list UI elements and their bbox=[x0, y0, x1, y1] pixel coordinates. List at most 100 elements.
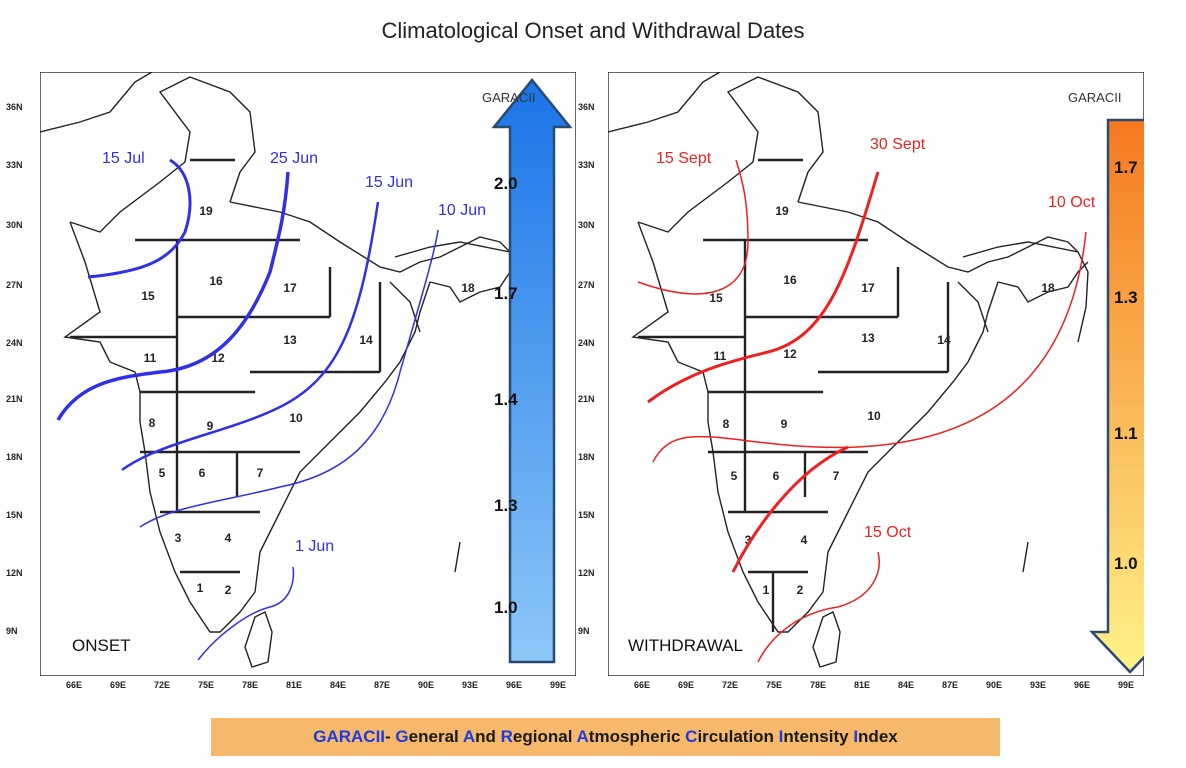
region-number: 2 bbox=[225, 583, 232, 597]
region-number: 14 bbox=[937, 333, 951, 347]
longitude-tick: 72E bbox=[153, 680, 170, 690]
latitude-tick: 9N bbox=[578, 626, 590, 636]
scale-value: 1.0 bbox=[1114, 554, 1138, 573]
latitude-tick: 18N bbox=[578, 452, 595, 462]
longitude-tick: 75E bbox=[765, 680, 782, 690]
onset-latitude-axis: 36N 33N 30N 27N 24N 21N 18N 15N 12N 9N bbox=[6, 72, 36, 676]
latitude-tick: 24N bbox=[6, 338, 23, 348]
latitude-tick: 27N bbox=[578, 280, 595, 290]
withdrawal-garacii-arrow bbox=[1089, 118, 1144, 674]
latitude-tick: 15N bbox=[6, 510, 23, 520]
latitude-tick: 15N bbox=[578, 510, 595, 520]
longitude-tick: 84E bbox=[897, 680, 914, 690]
region-number: 5 bbox=[159, 466, 166, 480]
footer-separator: - bbox=[385, 727, 396, 746]
footer-expansion: General And Regional Atmospheric Circula… bbox=[395, 727, 897, 746]
region-number: 6 bbox=[773, 469, 780, 483]
region-number: 17 bbox=[861, 281, 875, 295]
footer-initial: G bbox=[395, 727, 409, 746]
longitude-tick: 69E bbox=[109, 680, 126, 690]
withdrawal-panel-label: WITHDRAWAL bbox=[628, 636, 743, 655]
footer-word-rest: nd bbox=[475, 727, 501, 746]
region-number: 7 bbox=[833, 469, 840, 483]
region-number: 3 bbox=[175, 531, 182, 545]
region-number: 18 bbox=[461, 281, 475, 295]
isochrone-25-jun bbox=[56, 171, 290, 421]
footer-initial: C bbox=[685, 727, 698, 746]
onset-isochrones bbox=[56, 158, 439, 661]
isochrone-label: 10 Jun bbox=[438, 202, 487, 219]
subdivision-boundaries bbox=[638, 158, 950, 632]
figure-title: Climatological Onset and Withdrawal Date… bbox=[381, 18, 805, 43]
region-number: 4 bbox=[801, 533, 808, 547]
longitude-tick: 87E bbox=[941, 680, 958, 690]
latitude-tick: 9N bbox=[6, 626, 18, 636]
region-number: 11 bbox=[714, 349, 727, 363]
footer-word-rest: ndex bbox=[858, 727, 898, 746]
scale-value: 1.4 bbox=[494, 390, 518, 409]
isochrone-label: 1 Jun bbox=[295, 538, 335, 555]
longitude-tick: 72E bbox=[721, 680, 738, 690]
isochrone-15-oct bbox=[757, 551, 880, 663]
isochrone-lower-segment bbox=[731, 445, 849, 573]
onset-panel-label: ONSET bbox=[72, 636, 131, 655]
longitude-tick: 66E bbox=[65, 680, 82, 690]
onset-longitude-axis: 66E 69E 72E 75E 78E 81E 84E 87E 90E 93E 96E 99E bbox=[40, 680, 576, 694]
scale-value: 1.7 bbox=[1114, 158, 1138, 177]
longitude-tick: 96E bbox=[1073, 680, 1090, 690]
scale-value: 1.3 bbox=[1114, 288, 1138, 307]
isochrone-label: 10 Oct bbox=[1048, 194, 1096, 211]
region-number: 14 bbox=[359, 333, 373, 347]
longitude-tick: 66E bbox=[633, 680, 650, 690]
longitude-tick: 87E bbox=[373, 680, 390, 690]
region-number: 1 bbox=[763, 583, 770, 597]
latitude-tick: 21N bbox=[6, 394, 23, 404]
region-number: 12 bbox=[783, 347, 797, 361]
region-number: 3 bbox=[745, 533, 752, 547]
longitude-tick: 93E bbox=[1029, 680, 1046, 690]
longitude-tick: 81E bbox=[853, 680, 870, 690]
isochrone-label: 15 Jul bbox=[102, 150, 145, 167]
footer-initial: A bbox=[462, 727, 476, 746]
latitude-tick: 21N bbox=[578, 394, 595, 404]
region-number: 19 bbox=[199, 204, 213, 218]
map-frame bbox=[40, 72, 576, 676]
longitude-tick: 93E bbox=[461, 680, 478, 690]
isochrone-30-sept bbox=[647, 171, 880, 404]
scale-value: 1.1 bbox=[1114, 424, 1138, 443]
region-number: 4 bbox=[225, 531, 232, 545]
region-number: 16 bbox=[783, 273, 797, 287]
latitude-tick: 30N bbox=[578, 220, 595, 230]
scale-value: 1.0 bbox=[494, 598, 518, 617]
subdivision-boundaries bbox=[70, 158, 382, 574]
region-number: 11 bbox=[144, 351, 157, 365]
latitude-tick: 33N bbox=[6, 160, 23, 170]
longitude-tick: 90E bbox=[417, 680, 434, 690]
region-number: 7 bbox=[257, 466, 264, 480]
region-number: 15 bbox=[141, 289, 155, 303]
garacii-definition-banner: GARACII- General And Regional Atmospheri… bbox=[211, 718, 1000, 756]
withdrawal-latitude-axis: 36N 33N 30N 27N 24N 21N 18N 15N 12N 9N bbox=[578, 72, 608, 676]
withdrawal-longitude-axis: 66E 69E 72E 75E 78E 81E 84E 87E 90E 93E 96E 99E bbox=[608, 680, 1144, 694]
longitude-tick: 81E bbox=[285, 680, 302, 690]
longitude-tick: 99E bbox=[1117, 680, 1134, 690]
longitude-tick: 99E bbox=[549, 680, 566, 690]
region-number: 9 bbox=[781, 417, 788, 431]
region-number: 8 bbox=[149, 416, 156, 430]
footer-initial: A bbox=[576, 727, 589, 746]
region-number: 1 bbox=[197, 581, 204, 595]
footer-word-rest: egional bbox=[512, 727, 577, 746]
footer-initial: I bbox=[778, 727, 784, 746]
onset-map-panel: 1 2 3 4 5 6 7 8 9 10 11 12 13 14 15 16 17 18 19 GARACII 2.… bbox=[40, 72, 576, 676]
latitude-tick: 12N bbox=[6, 568, 23, 578]
footer-word-rest: ntensity bbox=[783, 727, 854, 746]
scale-value: 2.0 bbox=[494, 174, 518, 193]
latitude-tick: 24N bbox=[578, 338, 595, 348]
longitude-tick: 84E bbox=[329, 680, 346, 690]
footer-initial: R bbox=[500, 727, 513, 746]
region-number: 15 bbox=[709, 291, 723, 305]
longitude-tick: 90E bbox=[985, 680, 1002, 690]
